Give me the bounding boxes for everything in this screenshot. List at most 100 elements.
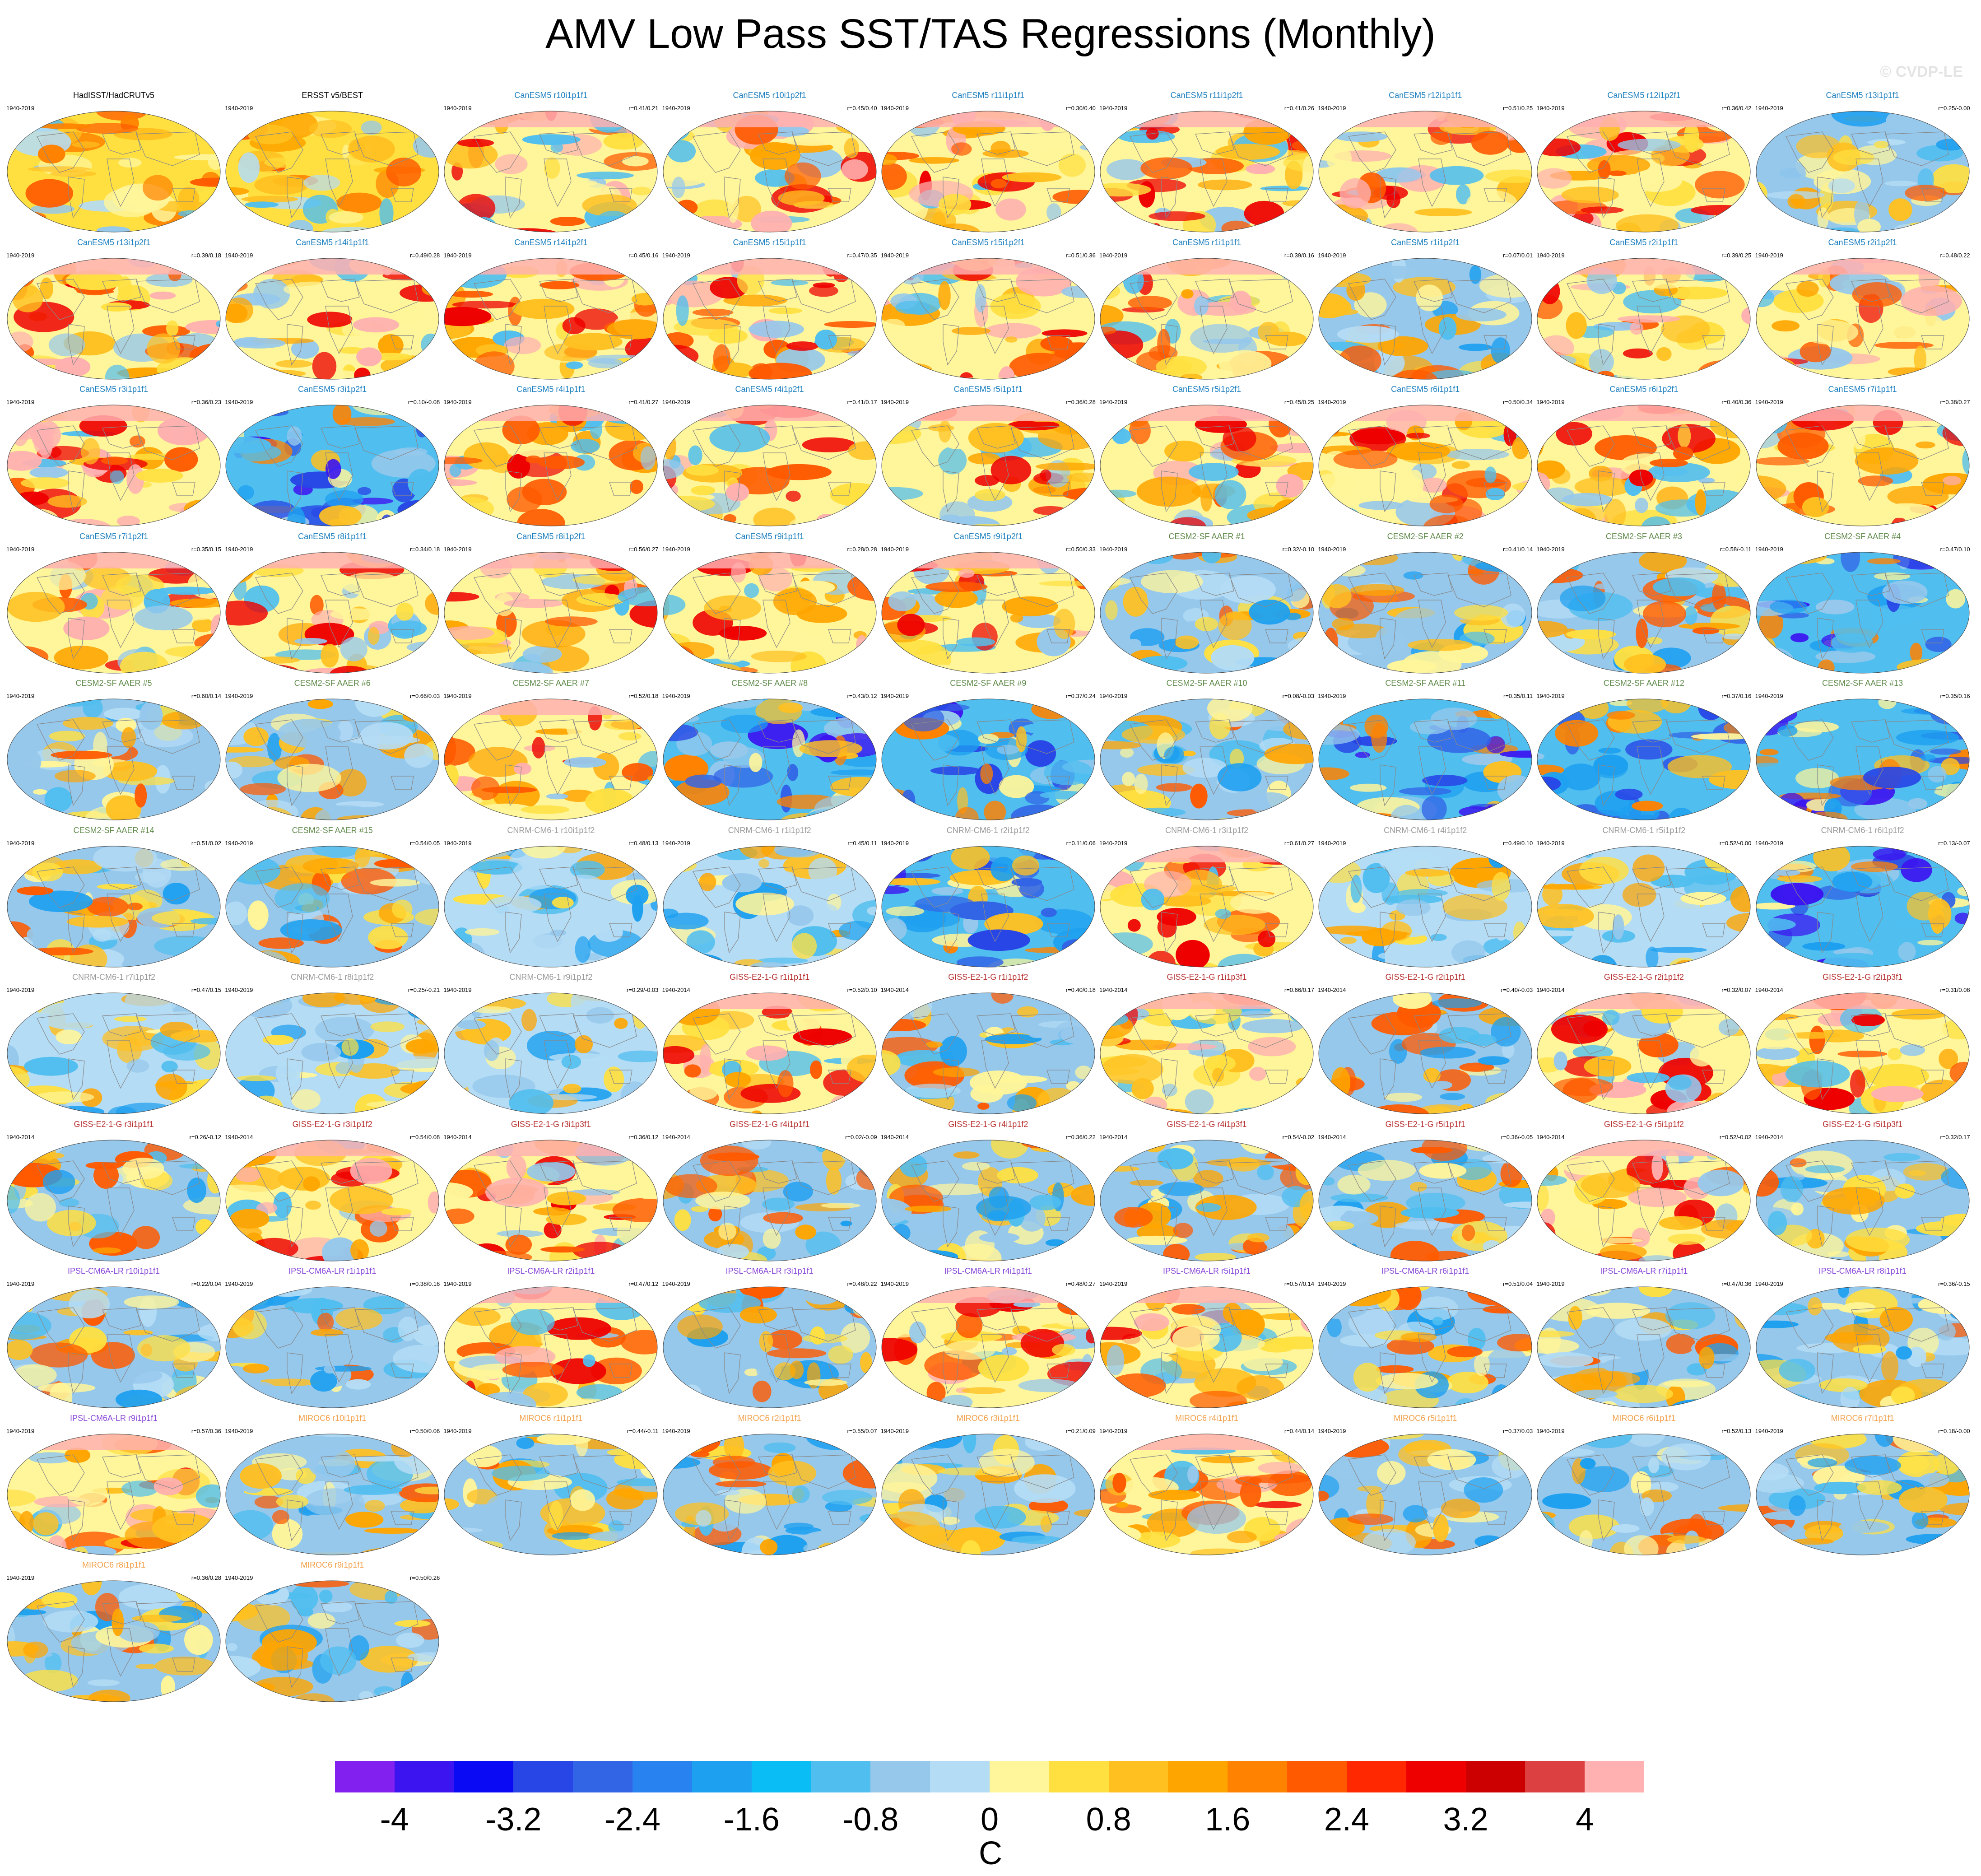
- map-panel: CanESM5 r13i1p2f1 1940-2019 r=0.39/0.18: [5, 237, 222, 385]
- panel-title: GISS-E2-1-G r2i1p3f1: [1823, 973, 1903, 982]
- panel-years: 1940-2019: [1536, 545, 1565, 553]
- robinson-map: [881, 111, 1095, 233]
- map-panel: CanESM5 r13i1p1f1 1940-2019 r=0.25/-0.00: [1754, 90, 1971, 237]
- panel-years: 1940-2014: [1318, 1133, 1346, 1140]
- panel-years: 1940-2019: [1318, 105, 1346, 112]
- robinson-map: [663, 846, 877, 967]
- map-panel: MIROC6 r4i1p1f1 1940-2019 r=0.44/0.14: [1098, 1413, 1315, 1560]
- colorbar-segment: [1585, 1761, 1645, 1792]
- robinson-map: [444, 698, 658, 820]
- robinson-map: [444, 1140, 658, 1261]
- robinson-map: [1318, 552, 1532, 673]
- colorbar-tick-label: -0.8: [842, 1802, 899, 1838]
- panel-years: 1940-2019: [1755, 1427, 1783, 1434]
- map-panel: CESM2-SF AAER #8 1940-2019 r=0.43/0.12: [661, 678, 878, 825]
- panel-title: CanESM5 r1i1p1f1: [1172, 237, 1242, 247]
- panel-correlation: r=0.47/0.15: [191, 987, 221, 993]
- panel-correlation: r=0.41/0.17: [847, 399, 877, 405]
- panel-correlation: r=0.25/-0.00: [1938, 105, 1970, 112]
- panel-years: 1940-2019: [1318, 1427, 1346, 1434]
- panel-title: CESM2-SF AAER #4: [1824, 531, 1901, 541]
- panel-title: CESM2-SF AAER #10: [1166, 679, 1247, 688]
- map-panel: CanESM5 r8i1p2f1 1940-2019 r=0.56/0.27: [442, 531, 659, 679]
- panel-years: 1940-2019: [1536, 1427, 1565, 1434]
- panel-years: 1940-2019: [1099, 693, 1128, 699]
- panel-title: CanESM5 r14i1p1f1: [296, 237, 369, 247]
- panel-correlation: r=0.45/0.25: [1284, 399, 1314, 405]
- panel-title: GISS-E2-1-G r4i1p1f2: [948, 1119, 1028, 1129]
- panel-correlation: r=0.57/0.36: [191, 1427, 221, 1434]
- panel-correlation: r=0.50/0.26: [410, 1574, 440, 1581]
- panel-title: IPSL-CM6A-LR r5i1p1f1: [1163, 1266, 1251, 1275]
- panel-years: 1940-2019: [662, 251, 690, 259]
- panel-correlation: r=0.51/0.25: [1503, 105, 1533, 112]
- panel-correlation: r=0.45/0.40: [847, 105, 877, 112]
- panel-title: IPSL-CM6A-LR r1i1p1f1: [288, 1266, 377, 1275]
- panel-title: GISS-E2-1-G r2i1p1f2: [1604, 973, 1684, 982]
- panel-years: 1940-2014: [6, 1133, 35, 1140]
- colorbar-segment: [573, 1761, 633, 1792]
- panel-title: IPSL-CM6A-LR r9i1p1f1: [70, 1413, 158, 1423]
- map-panel: MIROC6 r9i1p1f1 1940-2019 r=0.50/0.26: [224, 1560, 441, 1707]
- robinson-map: [663, 1434, 877, 1555]
- robinson-map: [881, 405, 1095, 526]
- robinson-map: [1537, 1286, 1751, 1408]
- panel-years: 1940-2019: [662, 399, 690, 405]
- panel-title: CNRM-CM6-1 r5i1p1f2: [1602, 825, 1686, 835]
- panel-years: 1940-2014: [443, 1133, 472, 1140]
- robinson-map: [444, 992, 658, 1114]
- panel-title: CanESM5 r4i1p1f1: [516, 385, 586, 394]
- robinson-map: [7, 552, 221, 673]
- panel-title: IPSL-CM6A-LR r10i1p1f1: [67, 1266, 160, 1275]
- panel-years: 1940-2019: [662, 1427, 690, 1434]
- colorbar-tick-label: 0: [980, 1802, 999, 1838]
- colorbar-segment: [394, 1761, 455, 1792]
- robinson-map: [7, 1580, 221, 1702]
- panel-years: 1940-2019: [443, 839, 472, 847]
- page-title: AMV Low Pass SST/TAS Regressions (Monthl…: [545, 11, 1436, 57]
- robinson-map: [1100, 405, 1314, 526]
- map-panel: GISS-E2-1-G r2i1p3f1 1940-2014 r=0.31/0.08: [1754, 972, 1971, 1119]
- colorbar-segment: [454, 1761, 514, 1792]
- map-panel: GISS-E2-1-G r2i1p1f1 1940-2014 r=0.40/-0.0…: [1317, 972, 1534, 1119]
- map-panel: GISS-E2-1-G r3i1p1f2 1940-2014 r=0.54/0.08: [224, 1119, 441, 1266]
- panel-correlation: r=0.21/0.09: [1065, 1427, 1096, 1434]
- robinson-map: [1537, 698, 1751, 820]
- map-panel: CanESM5 r2i1p1f1 1940-2019 r=0.39/0.25: [1535, 237, 1752, 385]
- panel-title: GISS-E2-1-G r3i1p3f1: [511, 1119, 591, 1129]
- robinson-map: [1756, 552, 1970, 673]
- robinson-map: [1537, 992, 1751, 1114]
- panel-correlation: r=0.41/0.27: [628, 399, 659, 405]
- panel-title: IPSL-CM6A-LR r4i1p1f1: [944, 1266, 1032, 1275]
- map-panel: CESM2-SF AAER #3 1940-2019 r=0.58/-0.11: [1535, 531, 1752, 679]
- panel-title: MIROC6 r7i1p1f1: [1831, 1413, 1894, 1423]
- panel-years: 1940-2019: [1318, 1280, 1346, 1287]
- panel-title: CESM2-SF AAER #9: [950, 679, 1027, 688]
- robinson-map: [663, 698, 877, 820]
- map-panel: CanESM5 r7i1p1f1 1940-2019 r=0.38/0.27: [1754, 384, 1971, 531]
- panel-years: 1940-2019: [1536, 399, 1565, 405]
- robinson-map: [663, 992, 877, 1114]
- map-panel: IPSL-CM6A-LR r8i1p1f1 1940-2019 r=0.36/-0.…: [1754, 1266, 1971, 1413]
- panel-title: CanESM5 r13i1p1f1: [1826, 91, 1899, 100]
- panel-title: MIROC6 r10i1p1f1: [298, 1413, 367, 1423]
- panel-correlation: r=0.48/0.22: [1940, 251, 1970, 259]
- colorbar-tick-label: -2.4: [605, 1802, 661, 1838]
- map-panel: MIROC6 r7i1p1f1 1940-2019 r=0.18/-0.00: [1754, 1413, 1971, 1560]
- colorbar-segment: [1465, 1761, 1525, 1792]
- robinson-map: [1756, 698, 1970, 820]
- panel-title: CESM2-SF AAER #8: [731, 679, 808, 688]
- panel-title: CanESM5 r15i1p2f1: [951, 237, 1025, 247]
- panel-correlation: r=0.54/0.08: [410, 1133, 440, 1140]
- panel-title: CanESM5 r5i1p2f1: [1172, 385, 1242, 394]
- panel-title: CanESM5 r7i1p1f1: [1828, 385, 1897, 394]
- panel-correlation: r=0.36/0.28: [191, 1574, 221, 1581]
- robinson-map: [225, 992, 439, 1114]
- colorbar-segment: [870, 1761, 930, 1792]
- panel-title: CESM2-SF AAER #3: [1605, 531, 1682, 541]
- panel-correlation: r=0.56/0.27: [628, 545, 659, 553]
- panel-title: ERSST v5/BEST: [302, 91, 363, 100]
- panel-years: 1940-2019: [443, 399, 472, 405]
- map-panel: CanESM5 r4i1p1f1 1940-2019 r=0.41/0.27: [442, 384, 659, 531]
- map-panel: CESM2-SF AAER #1 1940-2019 r=0.32/-0.10: [1098, 531, 1315, 679]
